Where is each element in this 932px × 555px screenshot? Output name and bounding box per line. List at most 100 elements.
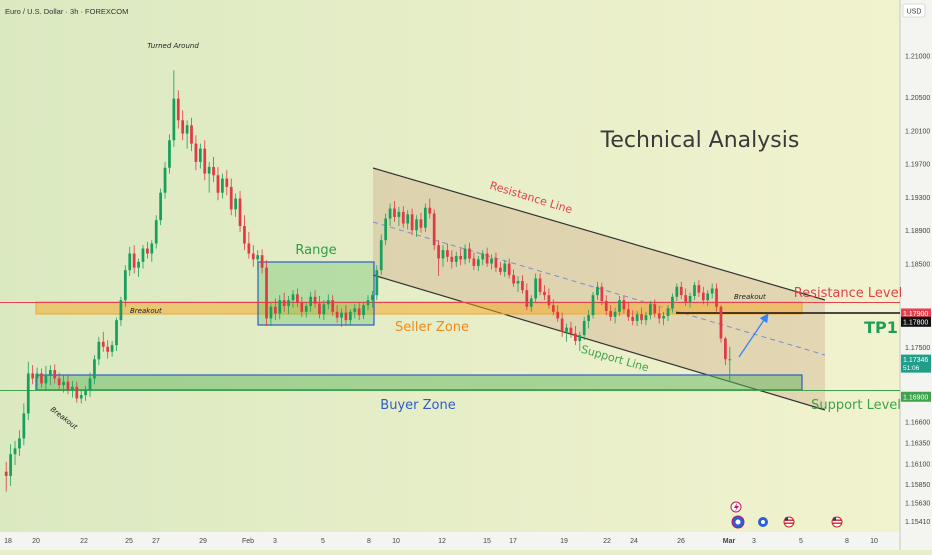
- candle: [481, 250, 485, 266]
- candle-body: [498, 267, 502, 272]
- candle-body: [362, 305, 365, 316]
- candle-body: [485, 253, 489, 264]
- event-flag-icon[interactable]: [758, 517, 768, 527]
- candle: [194, 135, 198, 171]
- candle: [397, 206, 401, 227]
- candle-body: [291, 294, 295, 301]
- candle: [48, 365, 52, 386]
- price-tick-label: 1.19300: [905, 195, 930, 202]
- price-badge-label: 1.17900: [903, 311, 928, 318]
- chart-title: Technical Analysis: [600, 128, 800, 153]
- candle-body: [644, 315, 648, 321]
- candle: [622, 295, 626, 314]
- price-axis-background: [900, 0, 932, 550]
- candle: [618, 295, 621, 316]
- seller-zone-label: Seller Zone: [395, 320, 469, 335]
- price-badge: 1.16900: [901, 391, 931, 402]
- candle-body: [269, 306, 273, 319]
- us-flag-icon[interactable]: [831, 516, 843, 528]
- candle: [706, 290, 710, 306]
- candle: [468, 242, 471, 263]
- candle: [600, 282, 604, 306]
- candle-body: [62, 381, 65, 386]
- event-lightning-icon[interactable]: [730, 501, 742, 513]
- candle-body: [512, 275, 515, 284]
- candlestick-series: [4, 70, 732, 492]
- price-tick-label: 1.18900: [905, 228, 930, 235]
- currency-badge[interactable]: USD: [902, 3, 926, 18]
- candle: [419, 212, 423, 233]
- candle: [693, 281, 696, 301]
- candle: [653, 299, 657, 318]
- candle-body: [591, 295, 595, 316]
- candle: [93, 355, 96, 385]
- price-tick-label: 1.15630: [905, 501, 930, 508]
- candle-body: [128, 253, 132, 271]
- candle: [596, 281, 599, 301]
- candle-body: [247, 243, 251, 254]
- candle-body: [185, 125, 189, 134]
- candle-body: [719, 306, 723, 339]
- candle: [476, 256, 480, 272]
- candle: [132, 245, 136, 274]
- time-tick-label: 20: [32, 538, 40, 545]
- candle: [423, 203, 427, 232]
- price-badge-bg: [901, 391, 931, 402]
- price-badge-bg: [901, 354, 931, 373]
- candle: [512, 269, 515, 287]
- candle-body: [423, 207, 427, 228]
- candle-body: [397, 211, 401, 217]
- candle-body: [251, 253, 255, 260]
- candle-body: [300, 302, 304, 312]
- candle: [538, 273, 542, 296]
- candle: [353, 304, 357, 319]
- candle: [159, 188, 162, 226]
- us-flag-icon[interactable]: [783, 516, 795, 528]
- candle-body: [635, 314, 639, 321]
- candle: [322, 300, 326, 321]
- candle-body: [159, 192, 162, 221]
- candle-body: [613, 311, 617, 317]
- candle: [521, 275, 524, 294]
- candle-body: [556, 311, 560, 319]
- candle-body: [569, 327, 573, 334]
- candle-body: [71, 386, 74, 391]
- candle: [331, 295, 335, 316]
- candle: [371, 290, 374, 308]
- event-flag-icon[interactable]: [731, 515, 745, 529]
- buyer-zone-label: Buyer Zone: [380, 398, 455, 413]
- candle: [198, 143, 202, 169]
- candle: [626, 301, 630, 321]
- candle: [437, 240, 440, 276]
- candle-body: [393, 208, 396, 217]
- candle: [326, 294, 330, 310]
- candle: [609, 305, 613, 321]
- candle: [671, 293, 674, 313]
- candle-body: [313, 296, 317, 304]
- candle: [282, 292, 286, 312]
- candle: [388, 203, 392, 227]
- candle-body: [384, 218, 388, 241]
- candle: [278, 295, 282, 320]
- projection-arrow: [738, 313, 769, 358]
- candle-body: [115, 320, 118, 346]
- candle: [212, 156, 215, 182]
- candle-body: [172, 98, 176, 141]
- candle: [300, 296, 304, 317]
- time-tick-label: 25: [125, 538, 133, 545]
- candle-body: [216, 175, 220, 193]
- candle-body: [273, 306, 277, 314]
- candle-body: [715, 288, 718, 307]
- candle-body: [309, 296, 313, 306]
- candle: [454, 251, 458, 267]
- candle: [719, 305, 723, 343]
- candle: [657, 306, 661, 324]
- candle-body: [265, 267, 268, 319]
- time-tick-label: 8: [367, 538, 371, 545]
- candle-body: [662, 315, 665, 319]
- candle: [225, 170, 229, 196]
- candle-body: [335, 311, 339, 318]
